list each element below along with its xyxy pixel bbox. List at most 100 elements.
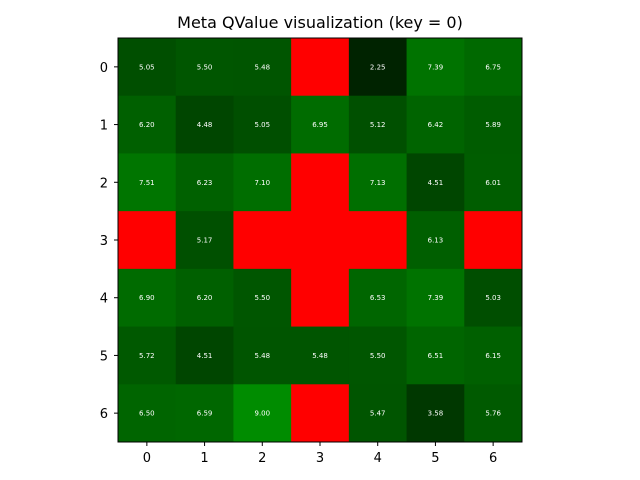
- cell-value-label: 5.89: [485, 121, 501, 129]
- cell-value-label: 7.51: [139, 179, 155, 187]
- heatmap-cell: [348, 326, 408, 385]
- wall-cell: [291, 38, 350, 97]
- heatmap-cell: [118, 95, 177, 154]
- cell-value-label: 7.13: [370, 179, 386, 187]
- y-tick-label: 1: [100, 119, 108, 134]
- heatmap-cell: [406, 38, 465, 97]
- heatmap-cell: [233, 38, 292, 97]
- cell-value-label: 5.76: [485, 410, 501, 418]
- heatmap-cell: [291, 326, 350, 385]
- cell-value-label: 6.90: [139, 294, 155, 302]
- cell-value-label: 4.51: [428, 179, 444, 187]
- y-tick-label: 6: [100, 407, 108, 422]
- heatmap-cell: [406, 95, 465, 154]
- y-tick-label: 5: [100, 349, 108, 364]
- heatmap-cell: [406, 326, 465, 385]
- cell-value-label: 6.75: [485, 63, 501, 71]
- x-tick-label: 3: [316, 451, 324, 466]
- heatmap-cell: [464, 38, 523, 97]
- wall-cell: [348, 211, 408, 270]
- heatmap-cell: [348, 95, 408, 154]
- heatmap-cell: [118, 268, 177, 328]
- cell-value-label: 6.51: [428, 352, 444, 360]
- x-tick-label: 6: [489, 451, 497, 466]
- y-tick-label: 2: [100, 176, 108, 191]
- heatmap-cell: [233, 268, 292, 328]
- heatmap-cell: [406, 268, 465, 328]
- cell-value-label: 7.39: [428, 63, 444, 71]
- heatmap-cell: [464, 384, 523, 443]
- heatmap-cell: [118, 153, 177, 212]
- cell-value-label: 6.13: [428, 237, 444, 245]
- heatmap-cell: [175, 384, 234, 443]
- cell-value-label: 6.42: [428, 121, 444, 129]
- cell-value-label: 6.15: [485, 352, 501, 360]
- y-tick-label: 3: [100, 234, 108, 249]
- cell-value-label: 5.05: [254, 121, 270, 129]
- cell-value-label: 2.25: [370, 63, 386, 71]
- heatmap-cell: [464, 268, 523, 328]
- heatmap-cell: [118, 384, 177, 443]
- cell-value-label: 6.23: [197, 179, 213, 187]
- heatmap-cell: [348, 384, 408, 443]
- heatmap-cells: 5.05 5.50 5.48 2.25 7.39 6.75 6.20 4.48 5.05 6.95…: [118, 38, 523, 443]
- heatmap-cell: [118, 326, 177, 385]
- heatmap-cell: [175, 326, 234, 385]
- cell-value-label: 9.00: [254, 410, 270, 418]
- cell-value-label: 6.50: [139, 410, 155, 418]
- cell-value-label: 6.53: [370, 294, 386, 302]
- wall-cell: [291, 153, 350, 212]
- heatmap-cell: [233, 326, 292, 385]
- heatmap-cell: [291, 95, 350, 154]
- cell-value-label: 6.01: [485, 179, 501, 187]
- cell-value-label: 5.48: [312, 352, 328, 360]
- cell-value-label: 6.95: [312, 121, 328, 129]
- heatmap-cell: [118, 38, 177, 97]
- plot-frame: [117, 37, 523, 443]
- heatmap-cell: [406, 153, 465, 212]
- cell-value-label: 6.59: [197, 410, 213, 418]
- cell-value-label: 5.48: [254, 352, 270, 360]
- cell-value-label: 6.20: [197, 294, 213, 302]
- x-tick-label: 0: [143, 451, 151, 466]
- wall-cell: [464, 211, 523, 270]
- wall-cell: [233, 211, 292, 270]
- wall-cell: [118, 211, 177, 270]
- wall-cell: [291, 211, 350, 270]
- heatmap-cell: [233, 384, 292, 443]
- heatmap-cell: [464, 153, 523, 212]
- x-tick-label: 2: [258, 451, 266, 466]
- heatmap-cell: [348, 153, 408, 212]
- cell-value-label: 5.03: [485, 294, 501, 302]
- heatmap-cell: [175, 268, 234, 328]
- heatmap-cell: [233, 95, 292, 154]
- heatmap-cell: [175, 95, 234, 154]
- cell-value-label: 4.48: [197, 121, 213, 129]
- heatmap-cell: [233, 153, 292, 212]
- cell-value-label: 5.05: [139, 63, 155, 71]
- cell-value-label: 5.17: [197, 237, 213, 245]
- x-tick-label: 4: [374, 451, 382, 466]
- x-tick-label: 5: [431, 451, 439, 466]
- cell-value-label: 3.58: [428, 410, 444, 418]
- heatmap-cell: [406, 384, 465, 443]
- cell-value-label: 5.48: [254, 63, 270, 71]
- heatmap-cell: [464, 95, 523, 154]
- heatmap-cell: [175, 38, 234, 97]
- cell-value-label: 4.51: [197, 352, 213, 360]
- chart-title: Meta QValue visualization (key = 0): [177, 13, 463, 32]
- heatmap-cell: [175, 153, 234, 212]
- heatmap-cell: [406, 211, 465, 270]
- wall-cell: [291, 384, 350, 443]
- heatmap-cell: [348, 268, 408, 328]
- y-tick-label: 4: [100, 292, 108, 307]
- cell-value-label: 5.50: [370, 352, 386, 360]
- cell-value-label: 5.12: [370, 121, 386, 129]
- y-axis: 0 1 2 3 4 5 6: [100, 61, 118, 422]
- cell-value-label: 7.10: [254, 179, 270, 187]
- heatmap-cell: [464, 326, 523, 385]
- heatmap-cell: [348, 38, 408, 97]
- heatmap-cell: [175, 211, 234, 270]
- x-axis: 0 1 2 3 4 5 6: [143, 442, 497, 466]
